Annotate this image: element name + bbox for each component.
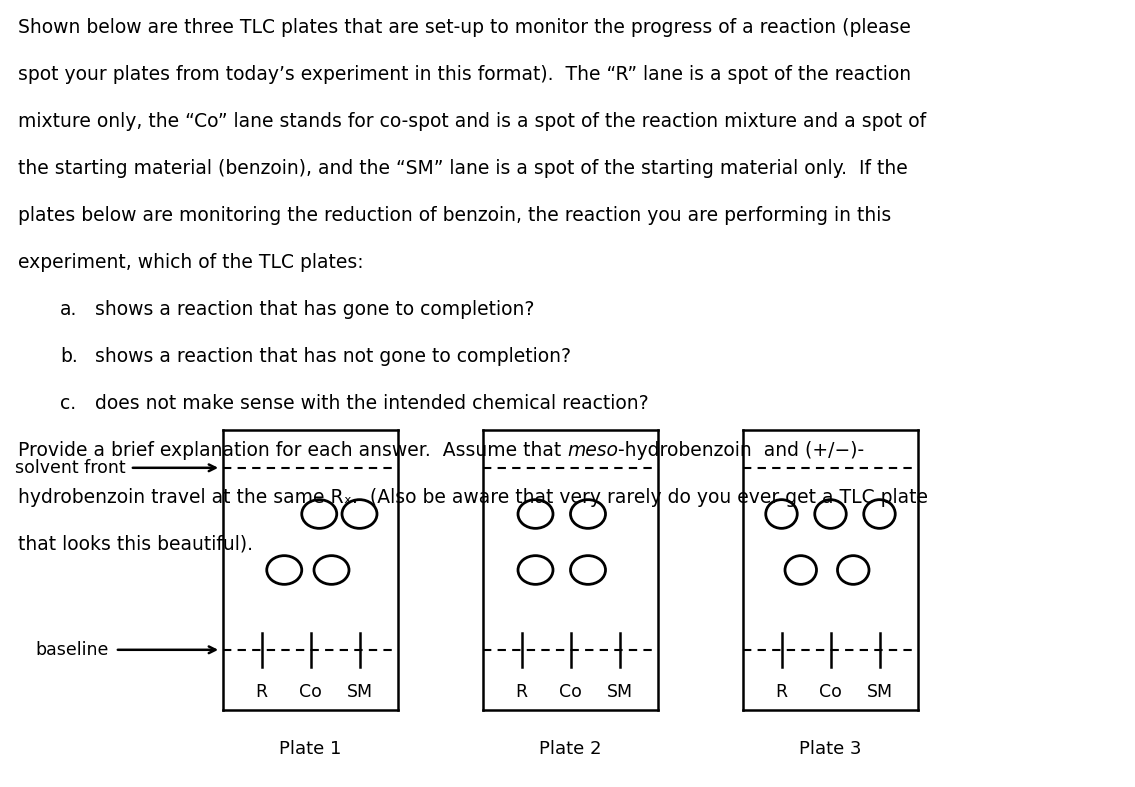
Text: mixture only, the “Co” lane stands for co-spot and is a spot of the reaction mix: mixture only, the “Co” lane stands for c…: [18, 112, 926, 131]
Text: Plate 3: Plate 3: [799, 740, 861, 758]
Text: plates below are monitoring the reduction of benzoin, the reaction you are perfo: plates below are monitoring the reductio…: [18, 206, 891, 225]
Text: solvent front: solvent front: [15, 459, 126, 477]
Text: the starting material (benzoin), and the “SM” lane is a spot of the starting mat: the starting material (benzoin), and the…: [18, 159, 908, 178]
Text: R: R: [775, 683, 788, 701]
Text: experiment, which of the TLC plates:: experiment, which of the TLC plates:: [18, 253, 363, 272]
Text: Co: Co: [819, 683, 842, 701]
Text: Provide a brief explanation for each answer.  Assume that: Provide a brief explanation for each ans…: [18, 441, 568, 460]
Text: hydrobenzoin travel at the same Rₓ.  (Also be aware that very rarely do you ever: hydrobenzoin travel at the same Rₓ. (Als…: [18, 488, 928, 507]
Text: R: R: [515, 683, 528, 701]
Text: -hydrobenzoin  and (+/−)-: -hydrobenzoin and (+/−)-: [619, 441, 865, 460]
Text: Shown below are three TLC plates that are set-up to monitor the progress of a re: Shown below are three TLC plates that ar…: [18, 18, 911, 37]
Text: a.: a.: [60, 300, 77, 319]
Text: baseline: baseline: [35, 641, 108, 659]
Text: Co: Co: [299, 683, 322, 701]
Text: SM: SM: [346, 683, 372, 701]
Text: Plate 1: Plate 1: [279, 740, 342, 758]
Text: shows a reaction that has not gone to completion?: shows a reaction that has not gone to co…: [95, 347, 571, 366]
Text: meso: meso: [568, 441, 619, 460]
Text: SM: SM: [606, 683, 632, 701]
Text: shows a reaction that has gone to completion?: shows a reaction that has gone to comple…: [95, 300, 535, 319]
Text: Co: Co: [560, 683, 582, 701]
Text: c.: c.: [60, 394, 76, 413]
Text: does not make sense with the intended chemical reaction?: does not make sense with the intended ch…: [95, 394, 648, 413]
Text: Plate 2: Plate 2: [539, 740, 602, 758]
Text: SM: SM: [866, 683, 892, 701]
Text: R: R: [255, 683, 268, 701]
Text: spot your plates from today’s experiment in this format).  The “R” lane is a spo: spot your plates from today’s experiment…: [18, 65, 911, 84]
Text: that looks this beautiful).: that looks this beautiful).: [18, 535, 253, 554]
Text: b.: b.: [60, 347, 78, 366]
